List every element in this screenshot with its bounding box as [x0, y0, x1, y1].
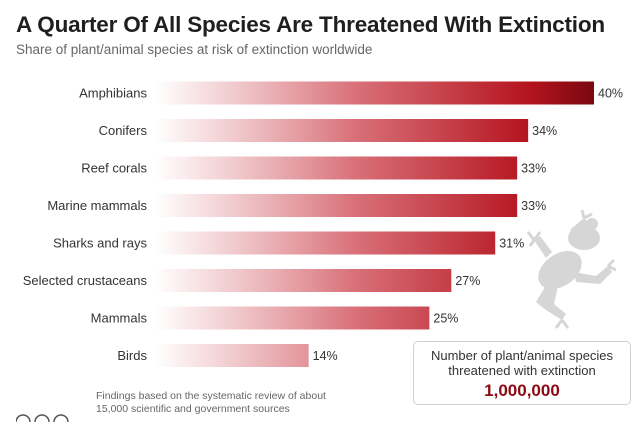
bar-birds	[155, 344, 309, 367]
callout-value: 1,000,000	[484, 381, 560, 400]
equals-icon	[53, 414, 69, 422]
bar-reef-corals	[155, 156, 518, 180]
value-label-selected-crustaceans: 27%	[455, 274, 480, 288]
chart-subtitle: Share of plant/animal species at risk of…	[16, 42, 373, 57]
bar-mammals	[155, 306, 430, 330]
value-label-sharks-and-rays: 31%	[499, 237, 524, 251]
frog-icon	[526, 210, 616, 329]
value-label-marine-mammals: 33%	[521, 199, 546, 213]
footnote-line-1: Findings based on the systematic review …	[96, 390, 326, 402]
category-label-amphibians: Amphibians	[79, 86, 147, 101]
bar-sharks-and-rays	[155, 231, 496, 255]
callout-line-1: Number of plant/animal species	[430, 348, 614, 363]
value-label-birds: 14%	[313, 349, 338, 363]
callout-line-2: threatened with extinction	[448, 363, 596, 378]
bar-selected-crustaceans	[155, 269, 452, 292]
category-label-conifers: Conifers	[99, 123, 148, 138]
category-label-birds: Birds	[117, 348, 147, 363]
footnote-line-2: 15,000 scientific and government sources	[96, 403, 290, 415]
license-icons	[16, 414, 69, 422]
callout-box: Number of plant/animal species threatene…	[413, 341, 631, 405]
category-label-mammals: Mammals	[91, 311, 148, 326]
bar-marine-mammals	[155, 194, 518, 217]
value-label-reef-corals: 33%	[521, 162, 546, 176]
chart-title: A Quarter Of All Species Are Threatened …	[16, 12, 605, 37]
bar-amphibians	[155, 81, 594, 105]
bar-chart: Amphibians 40% Conifers 34% Reef corals 33% Ma…	[23, 81, 623, 367]
category-label-selected-crustaceans: Selected crustaceans	[23, 273, 148, 288]
value-label-amphibians: 40%	[598, 87, 623, 101]
bar-conifers	[155, 119, 529, 142]
category-label-sharks-and-rays: Sharks and rays	[53, 236, 147, 251]
value-label-mammals: 25%	[433, 312, 458, 326]
value-label-conifers: 34%	[532, 124, 557, 138]
cc-icon	[16, 414, 31, 422]
footnote: Findings based on the systematic review …	[96, 390, 366, 416]
category-label-marine-mammals: Marine mammals	[47, 198, 147, 213]
category-label-reef-corals: Reef corals	[81, 161, 147, 176]
by-icon	[34, 414, 50, 422]
